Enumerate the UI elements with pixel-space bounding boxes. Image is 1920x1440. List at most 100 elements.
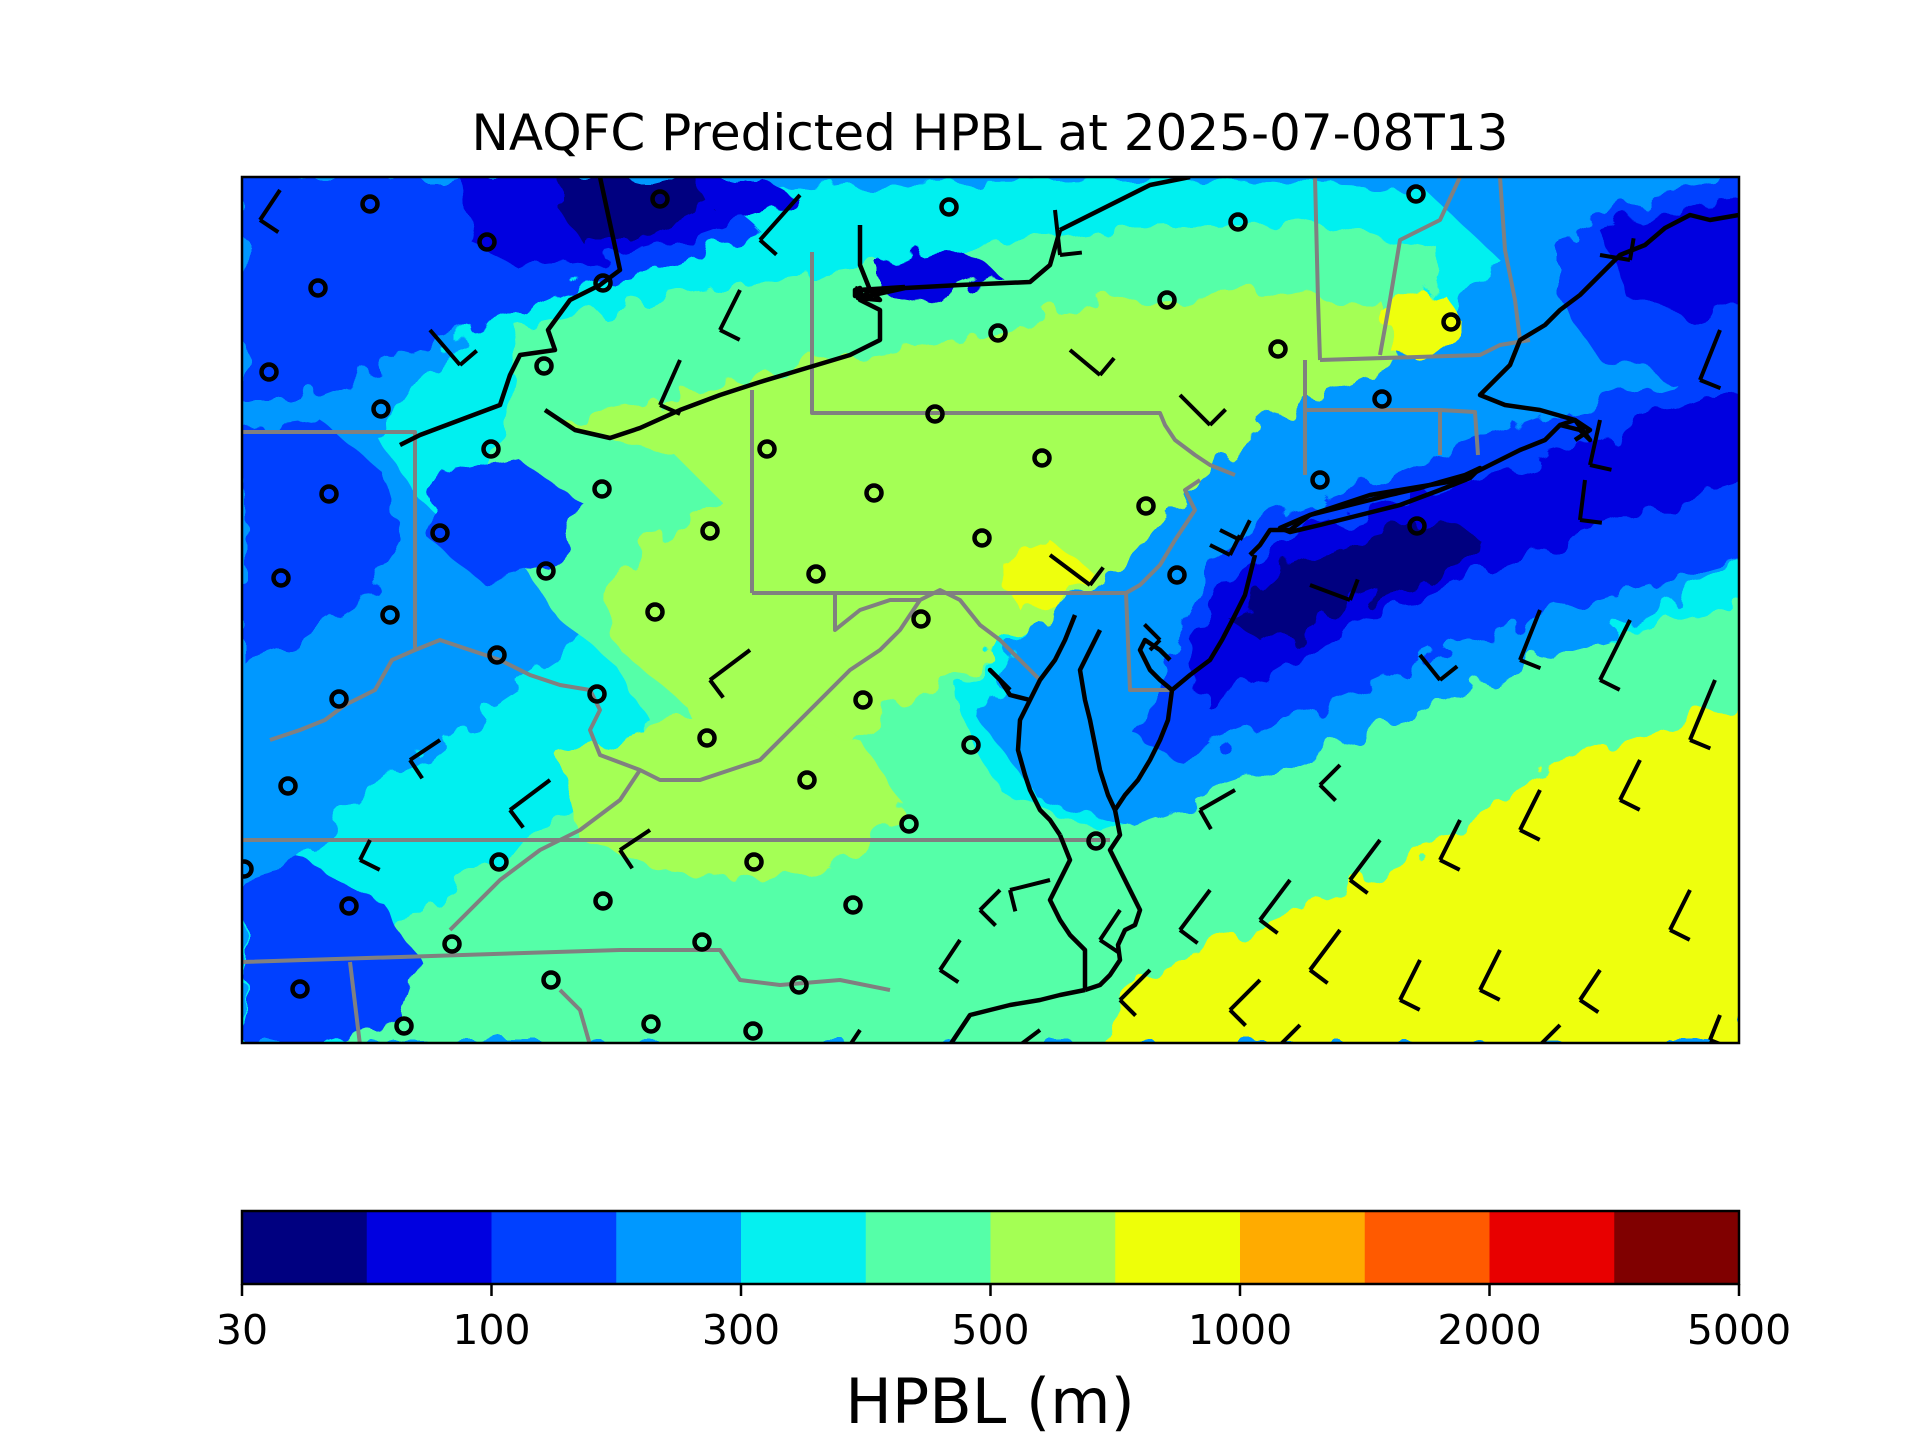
wind-barb-flag [618, 848, 634, 870]
station-marker [319, 484, 339, 504]
colorbar-swatch [865, 1211, 991, 1284]
chart-title: NAQFC Predicted HPBL at 2025-07-08T13 [472, 104, 1509, 162]
colorbar-tick-label: 1000 [1188, 1306, 1292, 1354]
pennsylvania-ny-boundary [810, 252, 1236, 477]
wind-barb-flag [1540, 1045, 1556, 1061]
wind-barb-staff [1228, 978, 1262, 1012]
wind-barb-flag [1348, 578, 1360, 601]
wind-barb-staff [1518, 789, 1542, 831]
wind-barb-flag [1689, 738, 1712, 751]
station-marker [843, 895, 863, 915]
station-marker [587, 684, 607, 704]
wind-barb-flag [938, 968, 960, 984]
station-marker [972, 528, 992, 548]
wind-barb-flag [1143, 623, 1162, 642]
ct-ri-boundary [1439, 408, 1480, 456]
lake-erie-shore [398, 177, 623, 448]
wind-barb-staff [1348, 838, 1382, 882]
colorbar: 30 100 300 500 1000 2000 5000 HPBL (m) [216, 1209, 1791, 1438]
map-panel [242, 177, 1739, 1061]
wind-barb-flag [659, 403, 681, 416]
station-marker [1228, 212, 1248, 232]
nj-coast [1170, 554, 1258, 692]
wind-barb-staff [618, 828, 652, 852]
station-marker [641, 1014, 661, 1034]
station-marker [1407, 516, 1427, 536]
wind-barb-staff [1438, 819, 1462, 861]
station-marker [1372, 389, 1392, 409]
wind-barb-flag [1628, 237, 1636, 261]
wind-barb-flag [1519, 828, 1541, 842]
wind-barb-flag [1709, 1038, 1723, 1043]
colorbar-swatch [366, 1211, 492, 1284]
station-marker [853, 690, 873, 710]
wind-barb-flag [1439, 858, 1461, 872]
chesapeake-west-shore [1015, 614, 1078, 837]
delaware-river [1125, 478, 1202, 595]
colorbar-swatch [1614, 1211, 1740, 1284]
wind-barb-staff [718, 289, 742, 331]
ohio-boundary [242, 430, 417, 742]
hpbl-region-60-100-gulfofmaine [1600, 200, 1739, 320]
wind-barb-staff [938, 938, 962, 972]
station-marker [757, 439, 777, 459]
station-marker [481, 439, 501, 459]
station-marker [961, 735, 981, 755]
wind-barb-staff [1618, 759, 1642, 801]
station-marker [1032, 448, 1052, 468]
st-lawrence-shore [1058, 177, 1191, 233]
station-marker [339, 896, 359, 916]
colorbar-swatch [491, 1211, 617, 1284]
colorbar-tick-label: 500 [951, 1306, 1029, 1354]
colorbar-tick-label: 100 [452, 1306, 530, 1354]
station-marker [329, 689, 349, 709]
wind-barb-flag [1399, 998, 1421, 1012]
wind-barb-flag [1088, 566, 1105, 587]
wind-barb-flag [978, 908, 997, 927]
station-marker [242, 859, 254, 879]
wind-barb-flag [1098, 938, 1120, 954]
colorbar-tick-label: 2000 [1437, 1306, 1541, 1354]
maine-nh-boundary [1498, 177, 1522, 341]
station-marker [360, 194, 380, 214]
wind-barb-staff [1178, 888, 1212, 932]
colorbar-swatch [741, 1211, 867, 1284]
station-marker [308, 278, 328, 298]
wind-barb-staff [1698, 329, 1722, 381]
hpbl-region-100-200-southwest [242, 860, 420, 1043]
colorbar-swatch [990, 1211, 1116, 1284]
wind-barb-flag [1579, 518, 1603, 525]
wind-barb-flag [1669, 928, 1691, 942]
wind-barb-flag [1348, 878, 1369, 895]
station-marker [278, 776, 298, 796]
station-marker [271, 568, 291, 588]
northeast-coast [1248, 212, 1739, 557]
hpbl-region-100-200-west [242, 420, 400, 660]
wind-barb-staff [1588, 419, 1602, 466]
colorbar-tick-label: 5000 [1687, 1306, 1791, 1354]
wind-barb-flag [719, 328, 741, 342]
station-markers [242, 184, 1461, 1041]
station-marker [593, 891, 613, 911]
station-marker [645, 602, 665, 622]
wind-barb-staff [1578, 479, 1587, 521]
station-marker [899, 814, 919, 834]
station-marker [939, 197, 959, 217]
wind-barb-staff [508, 778, 552, 812]
wind-barb-flag [1699, 378, 1722, 391]
wind-barb-flag [1479, 988, 1501, 1002]
station-marker [394, 1016, 414, 1036]
station-marker [593, 273, 613, 293]
wind-barb-flag [408, 758, 424, 780]
tn-nc-boundary [558, 988, 592, 1043]
station-marker [797, 770, 817, 790]
station-marker [1441, 312, 1461, 332]
wind-barb-staff [258, 188, 282, 222]
state-boundaries [242, 177, 1531, 1043]
wind-barb-flag [1619, 798, 1641, 812]
wind-barb-flag [1258, 918, 1279, 935]
station-marker [541, 970, 561, 990]
wind-barb-staff [758, 193, 802, 242]
colorbar-swatches [242, 1211, 1740, 1284]
colorbar-tick-label: 300 [702, 1306, 780, 1354]
